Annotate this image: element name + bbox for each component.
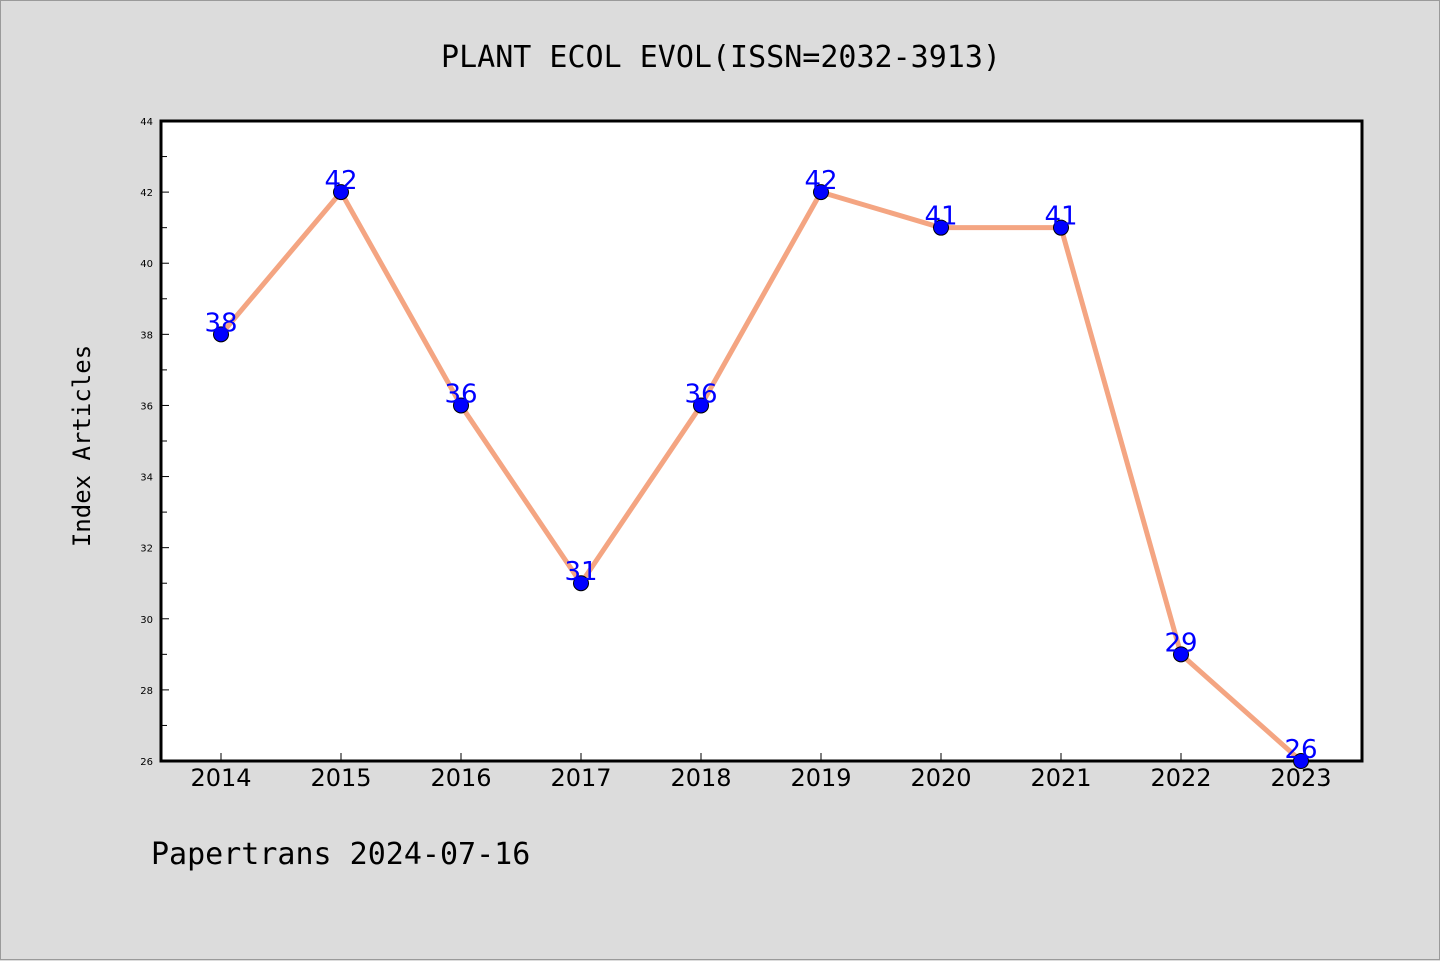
data-label: 41	[924, 202, 957, 232]
data-label: 36	[684, 379, 717, 409]
x-tick-label: 2019	[790, 764, 851, 792]
data-point	[933, 219, 949, 236]
data-label: 38	[204, 308, 237, 338]
footer-credit: Papertrans 2024-07-16	[151, 837, 530, 872]
y-axis-label: Index Articles	[68, 345, 96, 547]
data-label: 26	[1284, 735, 1317, 765]
data-point	[573, 575, 589, 592]
data-label: 41	[1044, 202, 1077, 232]
data-point	[1053, 219, 1069, 236]
y-tick-label: 40	[140, 259, 153, 270]
x-tick-label: 2017	[550, 764, 611, 792]
data-label: 42	[324, 166, 357, 196]
data-point	[813, 184, 829, 201]
plot-area	[159, 119, 1364, 763]
data-point	[213, 326, 229, 343]
data-point	[693, 397, 709, 414]
series-line	[218, 189, 1304, 764]
data-labels: 38 42 36 31 36 42 41 41 29 26	[204, 166, 1317, 765]
x-tick-label: 2016	[430, 764, 491, 792]
data-point	[1173, 646, 1189, 663]
x-tick-label: 2021	[1030, 764, 1091, 792]
data-markers	[213, 184, 1309, 769]
y-tick-label: 34	[140, 473, 153, 484]
x-tick-label: 2015	[310, 764, 371, 792]
y-tick-label: 38	[140, 330, 153, 341]
data-label: 29	[1164, 628, 1197, 658]
y-tick-label: 42	[140, 188, 153, 199]
data-label: 36	[444, 379, 477, 409]
data-label: 31	[564, 557, 597, 587]
x-tick-label: 2018	[670, 764, 731, 792]
data-point	[333, 184, 349, 201]
data-label: 42	[804, 166, 837, 196]
x-axis-ticks: 2014 2015 2016 2017 2018 2019 2020 2021 2022 2023	[190, 753, 1332, 792]
y-tick-label: 30	[140, 615, 153, 626]
data-point	[453, 397, 469, 414]
data-point	[1293, 753, 1309, 769]
y-tick-label: 32	[140, 544, 153, 555]
y-tick-label: 36	[140, 401, 153, 412]
x-tick-label: 2020	[910, 764, 971, 792]
series-line-group	[218, 189, 1304, 764]
x-tick-label: 2014	[190, 764, 251, 792]
y-axis-ticks: 26 28 30 32 34 36 38 40 42 44	[140, 117, 169, 768]
chart-title: PLANT ECOL EVOL(ISSN=2032-3913)	[441, 40, 1001, 75]
x-tick-label: 2022	[1150, 764, 1211, 792]
y-tick-label: 26	[140, 757, 153, 768]
y-tick-label: 44	[140, 117, 153, 128]
y-tick-label: 28	[140, 686, 153, 697]
